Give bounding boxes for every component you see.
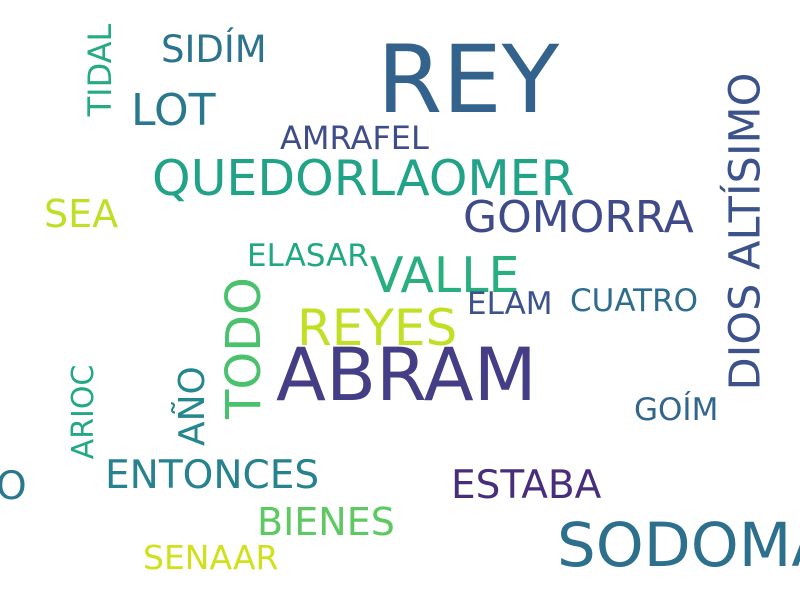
word-entonces: ENTONCES (105, 453, 320, 498)
word-abram: ABRAM (276, 333, 537, 418)
word-bienes: BIENES (257, 500, 395, 544)
word-tidal: TIDAL (81, 23, 119, 117)
word-dios-altisimo: DIOS ALTÍSIMO (720, 72, 771, 391)
word-senaar: SENAAR (143, 538, 279, 577)
word-lot: LOT (131, 85, 216, 136)
word-o: O (0, 464, 27, 509)
word-cuatro: CUATRO (570, 283, 699, 319)
word-quedorlaomer: QUEDORLAOMER (152, 150, 575, 207)
word-ano: AÑO (172, 366, 213, 446)
word-rey: REY (377, 26, 560, 135)
word-estaba: ESTABA (451, 463, 602, 508)
word-reyes: REYES (297, 299, 458, 357)
word-sodoma: SODOMA (557, 510, 800, 581)
word-valle: VALLE (370, 247, 520, 304)
word-todo: TODO (216, 277, 272, 419)
word-gomorra: GOMORRA (463, 192, 694, 243)
word-elam: ELAM (467, 286, 553, 322)
word-amrafel: AMRAFEL (280, 119, 429, 157)
word-goim: GOÍM (634, 392, 719, 428)
word-elasar: ELASAR (247, 238, 369, 274)
word-sidim: SIDÍM (161, 28, 267, 71)
word-arioc: ARIOC (66, 364, 101, 460)
word-sea: SEA (44, 192, 119, 236)
